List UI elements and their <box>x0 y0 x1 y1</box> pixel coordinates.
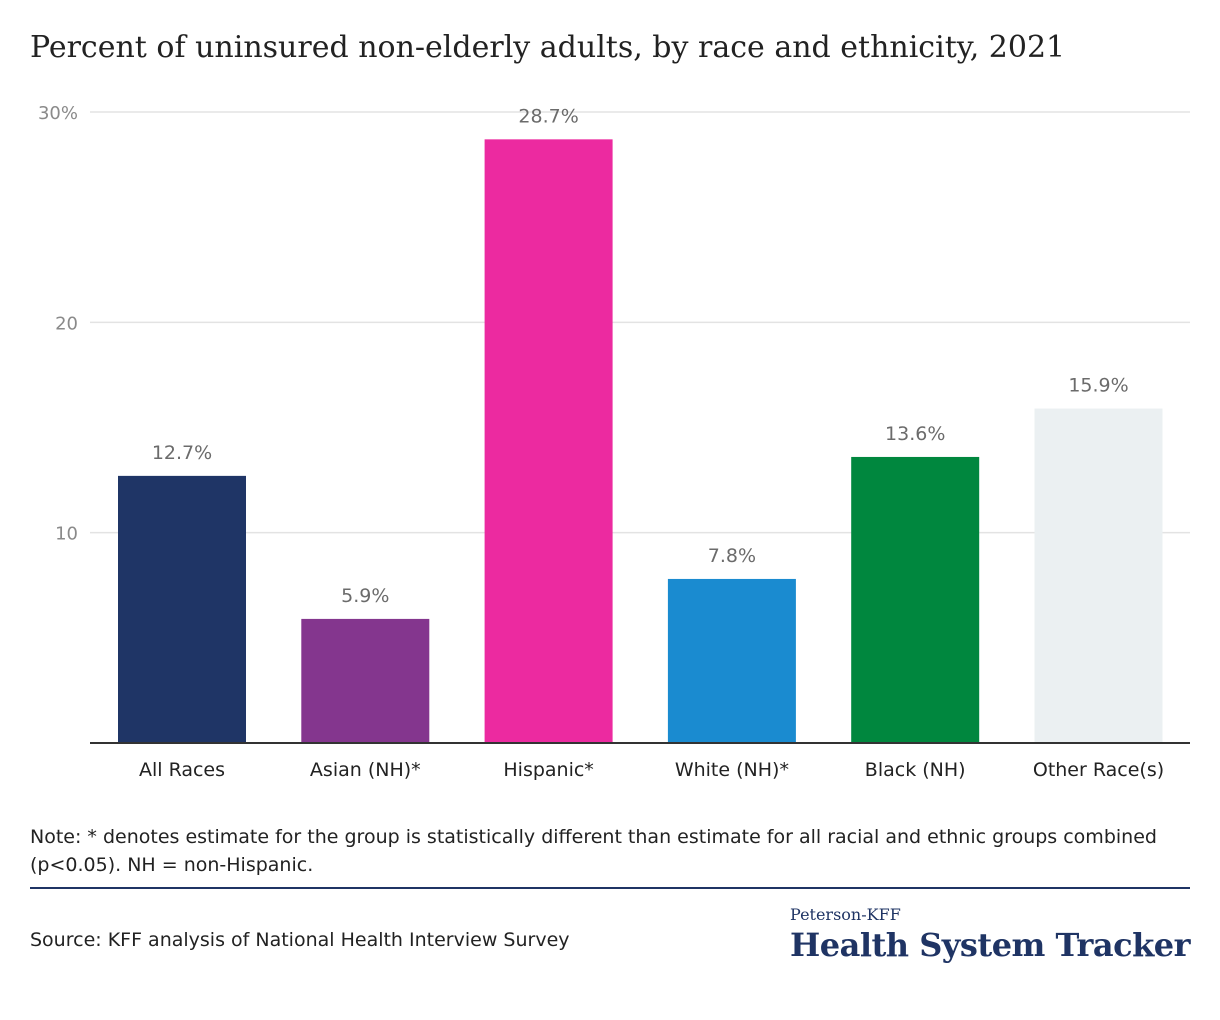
tracker-logo: Peterson-KFF Health System Tracker <box>790 905 1190 964</box>
chart-title: Percent of uninsured non-elderly adults,… <box>30 30 1066 65</box>
data-label: 15.9% <box>1068 375 1128 397</box>
data-label: 5.9% <box>341 585 389 607</box>
divider <box>30 887 1190 889</box>
data-label: 13.6% <box>885 423 945 445</box>
source-text: Source: KFF analysis of National Health … <box>30 929 570 951</box>
data-label: 12.7% <box>152 442 212 464</box>
bar-chart: 10 20 30% 12.7% All Races 5.9% Asian (NH)* 28.7… <box>38 103 1190 781</box>
bar <box>1034 408 1163 743</box>
bar <box>301 618 430 743</box>
data-label: 7.8% <box>708 545 756 567</box>
data-label: 28.7% <box>518 105 578 127</box>
y-tick-label: 20 <box>55 313 78 334</box>
x-category-label: Black (NH) <box>865 759 966 781</box>
chart-note: Note: * denotes estimate for the group i… <box>30 826 1157 876</box>
x-category-label: Hispanic* <box>503 759 593 781</box>
x-category-label: All Races <box>139 759 225 781</box>
bar <box>851 456 980 743</box>
bar <box>484 139 613 744</box>
x-category-label: Asian (NH)* <box>310 759 421 781</box>
bar <box>118 475 246 743</box>
y-tick-label: 30% <box>38 103 78 124</box>
logo-title: Health System Tracker <box>790 926 1190 964</box>
logo-subtitle: Peterson-KFF <box>790 905 901 924</box>
x-category-label: Other Race(s) <box>1033 759 1164 781</box>
x-category-label: White (NH)* <box>675 759 789 781</box>
y-tick-label: 10 <box>55 524 78 545</box>
bar <box>667 578 796 743</box>
